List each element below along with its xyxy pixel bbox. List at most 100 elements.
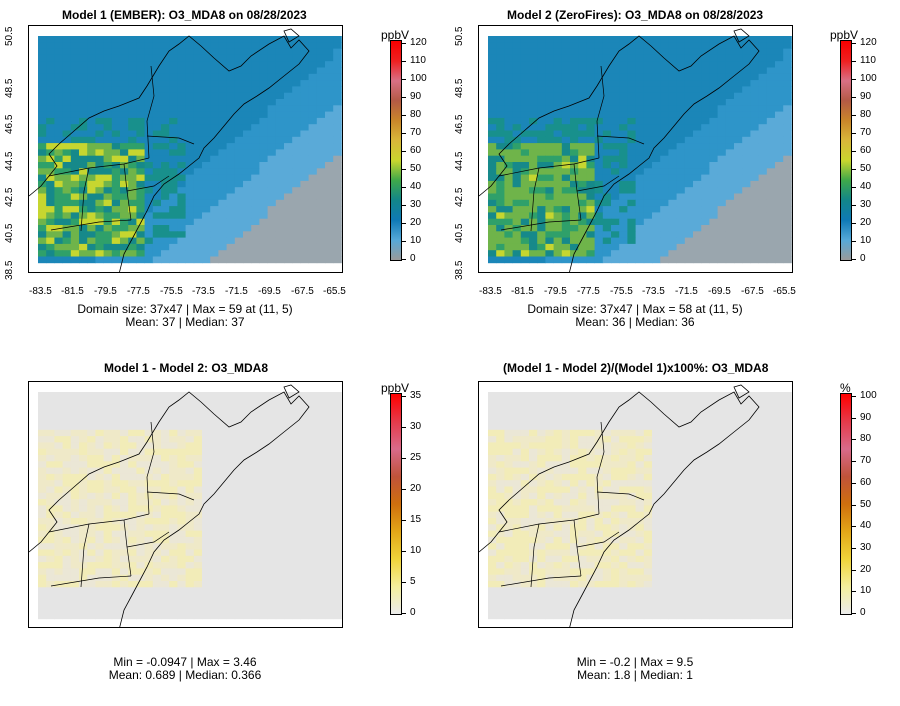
grid-cell (177, 581, 186, 588)
grid-cell (161, 480, 170, 487)
grid-cell (62, 480, 72, 487)
grid-cell (537, 530, 546, 538)
grid-cell (333, 612, 342, 620)
y-tick: 48.5 (454, 78, 465, 98)
grid-cell (684, 231, 694, 238)
grid-cell (717, 499, 727, 506)
grid-cell (594, 518, 604, 525)
grid-cell (259, 180, 268, 188)
grid-cell (537, 392, 546, 399)
grid-cell (684, 417, 694, 424)
grid-cell (120, 193, 129, 201)
grid-cell (660, 105, 669, 112)
grid-cell (46, 206, 55, 213)
grid-cell (504, 105, 513, 112)
grid-cell (259, 568, 268, 576)
grid-cell (709, 36, 718, 43)
grid-cell (152, 530, 162, 538)
grid-cell (734, 256, 743, 264)
grid-cell (333, 174, 342, 182)
grid-cell (120, 180, 129, 188)
grid-cell (325, 174, 334, 182)
grid-cell (529, 505, 538, 513)
grid-cell (333, 48, 342, 56)
grid-cell (300, 593, 309, 601)
grid-cell (177, 543, 186, 550)
grid-cell (611, 417, 620, 424)
grid-cell (586, 256, 595, 264)
grid-cell (251, 467, 260, 475)
grid-cell (54, 250, 63, 257)
grid-cell (193, 486, 203, 494)
grid-cell (668, 168, 677, 175)
grid-cell (586, 143, 595, 150)
grid-cell (668, 237, 677, 245)
grid-cell (333, 225, 342, 232)
grid-cell (578, 130, 587, 138)
grid-cell (308, 237, 318, 245)
grid-cell (578, 243, 587, 251)
grid-cell (701, 392, 710, 399)
grid-cell (218, 193, 227, 201)
grid-cell (308, 250, 318, 257)
grid-cell (95, 530, 104, 538)
grid-cell (169, 67, 178, 75)
grid-cell (210, 168, 219, 175)
grid-cell (87, 511, 96, 519)
grid-cell (758, 499, 768, 506)
grid-cell (709, 473, 718, 481)
grid-cell (267, 243, 277, 251)
grid-cell (643, 473, 653, 481)
grid-cell (103, 455, 113, 462)
grid-cell (185, 480, 195, 487)
grid-cell (717, 455, 727, 462)
grid-cell (136, 593, 145, 601)
grid-cell (717, 193, 727, 201)
grid-cell (300, 237, 309, 245)
grid-cell (602, 524, 612, 531)
grid-cell (775, 61, 784, 68)
grid-cell (627, 225, 636, 232)
grid-cell (54, 92, 63, 100)
grid-cell (783, 105, 792, 112)
grid-cell (717, 505, 727, 513)
grid-cell (243, 467, 252, 475)
grid-cell (594, 256, 604, 264)
colorbar-tick (402, 520, 406, 521)
grid-cell (38, 212, 47, 220)
grid-cell (87, 143, 96, 150)
grid-cell (46, 536, 55, 544)
grid-cell (619, 130, 628, 138)
grid-cell (325, 80, 334, 87)
grid-cell (660, 180, 669, 188)
grid-cell (259, 162, 268, 169)
grid-cell (202, 599, 211, 607)
grid-cell (161, 543, 170, 550)
grid-cell (561, 168, 571, 175)
y-tick: 50.5 (4, 26, 15, 46)
grid-cell (693, 511, 702, 519)
grid-cell (267, 549, 277, 557)
grid-cell (243, 505, 252, 513)
grid-cell (783, 499, 792, 506)
grid-cell (742, 124, 751, 131)
grid-cell (783, 155, 792, 163)
grid-cell (643, 417, 653, 424)
grid-cell (38, 410, 47, 418)
grid-cell (193, 562, 203, 569)
grid-cell (766, 206, 776, 213)
grid-cell (275, 410, 285, 418)
grid-cell (693, 149, 702, 157)
grid-cell (70, 530, 80, 538)
grid-cell (95, 518, 104, 525)
grid-cell (758, 455, 768, 462)
grid-cell (709, 130, 718, 138)
grid-cell (660, 398, 669, 405)
state-border (80, 523, 90, 588)
grid-cell (570, 180, 579, 188)
grid-cell (144, 86, 154, 94)
colorbar-label: 60 (860, 145, 872, 156)
grid-cell (185, 130, 195, 138)
grid-cell (316, 218, 326, 226)
grid-cell (602, 486, 612, 494)
